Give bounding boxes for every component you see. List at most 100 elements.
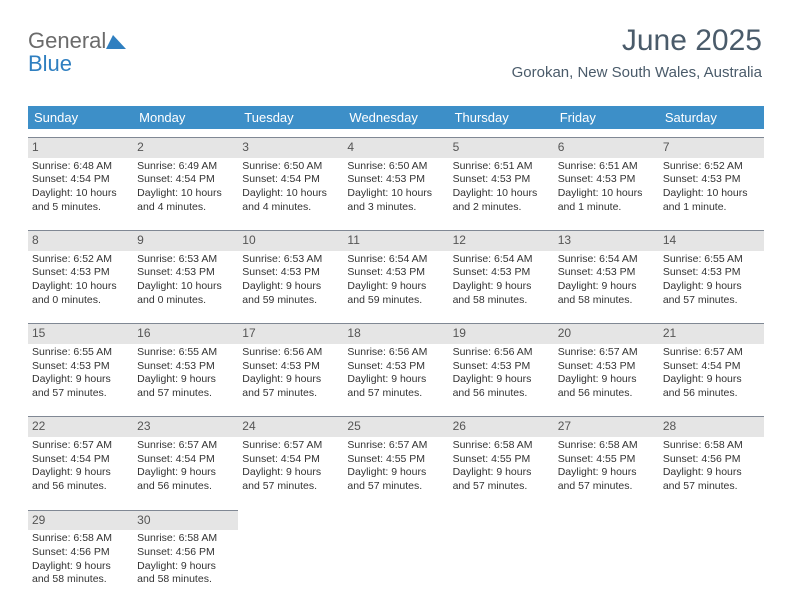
- logo-text-gray: General: [28, 28, 106, 53]
- day-info: Sunrise: 6:52 AMSunset: 4:53 PMDaylight:…: [32, 253, 129, 308]
- day-cell: [659, 508, 764, 595]
- day-cell: 6Sunrise: 6:51 AMSunset: 4:53 PMDaylight…: [554, 135, 659, 222]
- day-number: 19: [449, 323, 554, 344]
- day-number: 1: [28, 137, 133, 158]
- day-number: 8: [28, 230, 133, 251]
- day-info: Sunrise: 6:58 AMSunset: 4:56 PMDaylight:…: [663, 439, 760, 494]
- logo-text-blue: Blue: [28, 51, 72, 76]
- day-cell: 21Sunrise: 6:57 AMSunset: 4:54 PMDayligh…: [659, 321, 764, 408]
- day-cell: 15Sunrise: 6:55 AMSunset: 4:53 PMDayligh…: [28, 321, 133, 408]
- day-cell: [554, 508, 659, 595]
- day-cell: 13Sunrise: 6:54 AMSunset: 4:53 PMDayligh…: [554, 228, 659, 315]
- day-info: Sunrise: 6:50 AMSunset: 4:54 PMDaylight:…: [242, 160, 339, 215]
- day-number: 12: [449, 230, 554, 251]
- day-number: 9: [133, 230, 238, 251]
- day-cell: 17Sunrise: 6:56 AMSunset: 4:53 PMDayligh…: [238, 321, 343, 408]
- day-number: 2: [133, 137, 238, 158]
- day-cell: 22Sunrise: 6:57 AMSunset: 4:54 PMDayligh…: [28, 414, 133, 501]
- day-info: Sunrise: 6:54 AMSunset: 4:53 PMDaylight:…: [347, 253, 444, 308]
- day-cell: 10Sunrise: 6:53 AMSunset: 4:53 PMDayligh…: [238, 228, 343, 315]
- day-number: 20: [554, 323, 659, 344]
- day-number: 18: [343, 323, 448, 344]
- day-info: Sunrise: 6:56 AMSunset: 4:53 PMDaylight:…: [347, 346, 444, 401]
- week-row: 8Sunrise: 6:52 AMSunset: 4:53 PMDaylight…: [28, 228, 764, 315]
- day-cell: 29Sunrise: 6:58 AMSunset: 4:56 PMDayligh…: [28, 508, 133, 595]
- day-info: Sunrise: 6:58 AMSunset: 4:56 PMDaylight:…: [32, 532, 129, 587]
- day-cell: 16Sunrise: 6:55 AMSunset: 4:53 PMDayligh…: [133, 321, 238, 408]
- day-number: 27: [554, 416, 659, 437]
- day-number: 4: [343, 137, 448, 158]
- day-cell: 8Sunrise: 6:52 AMSunset: 4:53 PMDaylight…: [28, 228, 133, 315]
- day-cell: 30Sunrise: 6:58 AMSunset: 4:56 PMDayligh…: [133, 508, 238, 595]
- day-info: Sunrise: 6:56 AMSunset: 4:53 PMDaylight:…: [453, 346, 550, 401]
- day-number: 6: [554, 137, 659, 158]
- day-number: 7: [659, 137, 764, 158]
- week-row: 29Sunrise: 6:58 AMSunset: 4:56 PMDayligh…: [28, 508, 764, 595]
- day-info: Sunrise: 6:57 AMSunset: 4:55 PMDaylight:…: [347, 439, 444, 494]
- page-location: Gorokan, New South Wales, Australia: [512, 64, 762, 81]
- week-row: 22Sunrise: 6:57 AMSunset: 4:54 PMDayligh…: [28, 414, 764, 501]
- day-cell: [449, 508, 554, 595]
- weekday-header: Friday: [554, 106, 659, 129]
- day-info: Sunrise: 6:57 AMSunset: 4:53 PMDaylight:…: [558, 346, 655, 401]
- day-number: 30: [133, 510, 238, 531]
- day-number: 13: [554, 230, 659, 251]
- day-number: 17: [238, 323, 343, 344]
- day-info: Sunrise: 6:57 AMSunset: 4:54 PMDaylight:…: [32, 439, 129, 494]
- day-number: 24: [238, 416, 343, 437]
- day-info: Sunrise: 6:52 AMSunset: 4:53 PMDaylight:…: [663, 160, 760, 215]
- day-number: 25: [343, 416, 448, 437]
- day-cell: 20Sunrise: 6:57 AMSunset: 4:53 PMDayligh…: [554, 321, 659, 408]
- weeks-container: 1Sunrise: 6:48 AMSunset: 4:54 PMDaylight…: [28, 135, 764, 595]
- day-info: Sunrise: 6:55 AMSunset: 4:53 PMDaylight:…: [663, 253, 760, 308]
- day-cell: 18Sunrise: 6:56 AMSunset: 4:53 PMDayligh…: [343, 321, 448, 408]
- day-info: Sunrise: 6:56 AMSunset: 4:53 PMDaylight:…: [242, 346, 339, 401]
- day-number: 5: [449, 137, 554, 158]
- logo: General Blue: [28, 30, 126, 75]
- weekday-header-row: Sunday Monday Tuesday Wednesday Thursday…: [28, 106, 764, 129]
- day-cell: 2Sunrise: 6:49 AMSunset: 4:54 PMDaylight…: [133, 135, 238, 222]
- weekday-header: Sunday: [28, 106, 133, 129]
- day-number: 21: [659, 323, 764, 344]
- day-info: Sunrise: 6:54 AMSunset: 4:53 PMDaylight:…: [558, 253, 655, 308]
- calendar: Sunday Monday Tuesday Wednesday Thursday…: [28, 106, 764, 595]
- day-info: Sunrise: 6:49 AMSunset: 4:54 PMDaylight:…: [137, 160, 234, 215]
- day-cell: 19Sunrise: 6:56 AMSunset: 4:53 PMDayligh…: [449, 321, 554, 408]
- day-info: Sunrise: 6:57 AMSunset: 4:54 PMDaylight:…: [242, 439, 339, 494]
- day-info: Sunrise: 6:58 AMSunset: 4:55 PMDaylight:…: [453, 439, 550, 494]
- day-info: Sunrise: 6:57 AMSunset: 4:54 PMDaylight:…: [663, 346, 760, 401]
- day-info: Sunrise: 6:57 AMSunset: 4:54 PMDaylight:…: [137, 439, 234, 494]
- day-info: Sunrise: 6:53 AMSunset: 4:53 PMDaylight:…: [137, 253, 234, 308]
- week-row: 1Sunrise: 6:48 AMSunset: 4:54 PMDaylight…: [28, 135, 764, 222]
- day-cell: 12Sunrise: 6:54 AMSunset: 4:53 PMDayligh…: [449, 228, 554, 315]
- weekday-header: Thursday: [449, 106, 554, 129]
- day-cell: 23Sunrise: 6:57 AMSunset: 4:54 PMDayligh…: [133, 414, 238, 501]
- day-info: Sunrise: 6:50 AMSunset: 4:53 PMDaylight:…: [347, 160, 444, 215]
- day-cell: 28Sunrise: 6:58 AMSunset: 4:56 PMDayligh…: [659, 414, 764, 501]
- weekday-header: Saturday: [659, 106, 764, 129]
- day-cell: 1Sunrise: 6:48 AMSunset: 4:54 PMDaylight…: [28, 135, 133, 222]
- day-info: Sunrise: 6:58 AMSunset: 4:55 PMDaylight:…: [558, 439, 655, 494]
- logo-triangle-icon: [106, 31, 126, 53]
- weekday-header: Tuesday: [238, 106, 343, 129]
- weekday-header: Monday: [133, 106, 238, 129]
- day-cell: 26Sunrise: 6:58 AMSunset: 4:55 PMDayligh…: [449, 414, 554, 501]
- day-info: Sunrise: 6:51 AMSunset: 4:53 PMDaylight:…: [453, 160, 550, 215]
- day-info: Sunrise: 6:55 AMSunset: 4:53 PMDaylight:…: [32, 346, 129, 401]
- day-number: 3: [238, 137, 343, 158]
- day-cell: 11Sunrise: 6:54 AMSunset: 4:53 PMDayligh…: [343, 228, 448, 315]
- week-row: 15Sunrise: 6:55 AMSunset: 4:53 PMDayligh…: [28, 321, 764, 408]
- day-number: 10: [238, 230, 343, 251]
- day-number: 28: [659, 416, 764, 437]
- day-cell: 7Sunrise: 6:52 AMSunset: 4:53 PMDaylight…: [659, 135, 764, 222]
- day-cell: 14Sunrise: 6:55 AMSunset: 4:53 PMDayligh…: [659, 228, 764, 315]
- day-number: 29: [28, 510, 133, 531]
- day-info: Sunrise: 6:48 AMSunset: 4:54 PMDaylight:…: [32, 160, 129, 215]
- day-number: 16: [133, 323, 238, 344]
- day-info: Sunrise: 6:54 AMSunset: 4:53 PMDaylight:…: [453, 253, 550, 308]
- day-info: Sunrise: 6:51 AMSunset: 4:53 PMDaylight:…: [558, 160, 655, 215]
- page-title: June 2025: [512, 24, 762, 58]
- day-number: 26: [449, 416, 554, 437]
- day-number: 15: [28, 323, 133, 344]
- day-info: Sunrise: 6:55 AMSunset: 4:53 PMDaylight:…: [137, 346, 234, 401]
